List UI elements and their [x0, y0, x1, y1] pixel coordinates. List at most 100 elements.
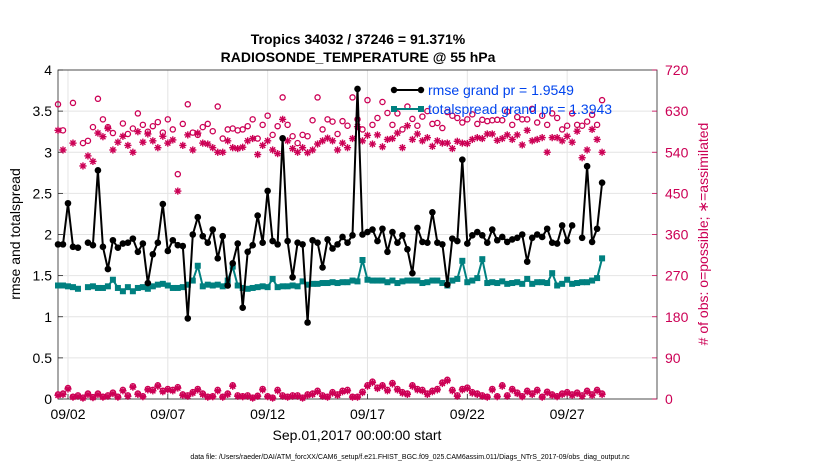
obs-assimilated-marker [543, 148, 551, 156]
asterisk-stroke [349, 394, 356, 401]
obs-assimilated-marker [388, 134, 397, 143]
rmse-point [538, 233, 546, 241]
y-axis-label-left: rmse and totalspread [7, 168, 23, 300]
asterisk-stroke [394, 386, 401, 393]
asterisk-stroke [439, 140, 446, 147]
totalspread-point [429, 277, 436, 284]
asterisk-stroke [64, 385, 72, 392]
obs-assimilated-marker [553, 134, 561, 142]
asterisk-stroke [174, 188, 181, 195]
asterisk-stroke [309, 391, 316, 398]
asterisk-stroke [524, 127, 531, 134]
totalspread-point [419, 280, 426, 287]
asterisk-stroke [159, 133, 166, 140]
obs-possible-marker [264, 112, 271, 119]
obs-possible-marker [508, 121, 516, 129]
legend-spread-marker [391, 106, 397, 112]
obs-assimilated-marker [54, 391, 62, 399]
rmse-point [294, 239, 301, 247]
rmse-point [209, 226, 217, 233]
obs-possible-marker [364, 96, 371, 104]
asterisk-stroke [134, 128, 141, 135]
asterisk-stroke [379, 383, 386, 390]
totalspread-point [474, 275, 481, 282]
asterisk-stroke [229, 383, 236, 390]
obs-possible-marker [533, 119, 541, 126]
obs-possible-marker [399, 126, 406, 133]
asterisk-stroke [574, 128, 581, 135]
obs-assimilated-marker [363, 131, 372, 139]
y2-tick-label: 360 [665, 227, 689, 243]
obs-possible-marker [234, 127, 241, 134]
rmse-point [384, 248, 391, 256]
obs-assimilated-marker [513, 389, 521, 398]
rmse-point [563, 237, 571, 245]
obs-possible-marker [79, 139, 87, 147]
asterisk-stroke [129, 149, 136, 156]
obs-assimilated-marker [413, 386, 421, 394]
obs-possible-marker [409, 115, 416, 123]
rmse-point [94, 167, 102, 174]
asterisk-stroke [524, 388, 531, 395]
obs-possible-marker [154, 118, 162, 126]
asterisk-stroke [459, 140, 466, 147]
x-tick-label: 09/27 [550, 406, 585, 422]
obs-possible-marker [548, 110, 556, 117]
obs-assimilated-marker [408, 382, 417, 390]
obs-assimilated-marker [294, 148, 302, 156]
asterisk-stroke [74, 393, 82, 400]
asterisk-stroke [99, 394, 106, 401]
rmse-point [404, 246, 411, 253]
obs-assimilated-marker [423, 390, 431, 399]
rmse-point [184, 315, 192, 322]
obs-assimilated-marker [393, 129, 402, 137]
rmse-point [324, 236, 331, 243]
asterisk-stroke [504, 131, 511, 138]
asterisk-stroke [139, 393, 146, 400]
asterisk-stroke [454, 138, 461, 145]
obs-possible-marker [99, 116, 107, 123]
legend-spread-label: totalspread grand pr = 1.3943 [428, 101, 612, 117]
obs-possible-marker [334, 130, 341, 138]
totalspread-point [494, 280, 501, 287]
totalspread-point [524, 275, 531, 282]
obs-assimilated-marker [428, 142, 436, 150]
obs-possible-marker [469, 111, 476, 118]
obs-possible-marker [568, 110, 576, 117]
asterisk-stroke [559, 137, 566, 144]
obs-possible-marker [578, 122, 586, 129]
totalspread-point [64, 283, 71, 290]
totalspread-point [199, 283, 206, 290]
obs-assimilated-marker [64, 385, 72, 393]
rmse-point [169, 236, 177, 244]
totalspread-point [529, 280, 536, 287]
obs-possible-marker [374, 114, 381, 122]
asterisk-stroke [514, 131, 521, 138]
totalspread-point [399, 278, 406, 285]
obs-assimilated-marker [144, 130, 152, 138]
asterisk-stroke [499, 135, 506, 142]
obs-count-markers [54, 94, 606, 402]
rmse-point [339, 233, 346, 241]
totalspread-point [459, 257, 466, 264]
obs-assimilated-marker [264, 137, 272, 145]
obs-assimilated-marker [159, 132, 167, 140]
asterisk-stroke [424, 134, 431, 141]
totalspread-point [464, 279, 471, 286]
asterisk-stroke [399, 390, 406, 397]
obs-assimilated-marker [124, 392, 132, 400]
rmse-point [269, 237, 276, 245]
y2-tick-label: 450 [665, 185, 689, 201]
asterisk-stroke [124, 142, 131, 149]
asterisk-stroke [244, 393, 251, 400]
asterisk-stroke [404, 391, 411, 398]
rmse-point [99, 243, 107, 251]
rmse-point [478, 232, 486, 239]
asterisk-stroke [89, 394, 96, 401]
y2-tick-label: 0 [665, 391, 673, 407]
asterisk-stroke [509, 386, 516, 393]
totalspread-point [569, 280, 576, 287]
asterisk-stroke [434, 386, 441, 393]
obs-assimilated-marker [129, 383, 137, 391]
rmse-point [199, 232, 207, 240]
